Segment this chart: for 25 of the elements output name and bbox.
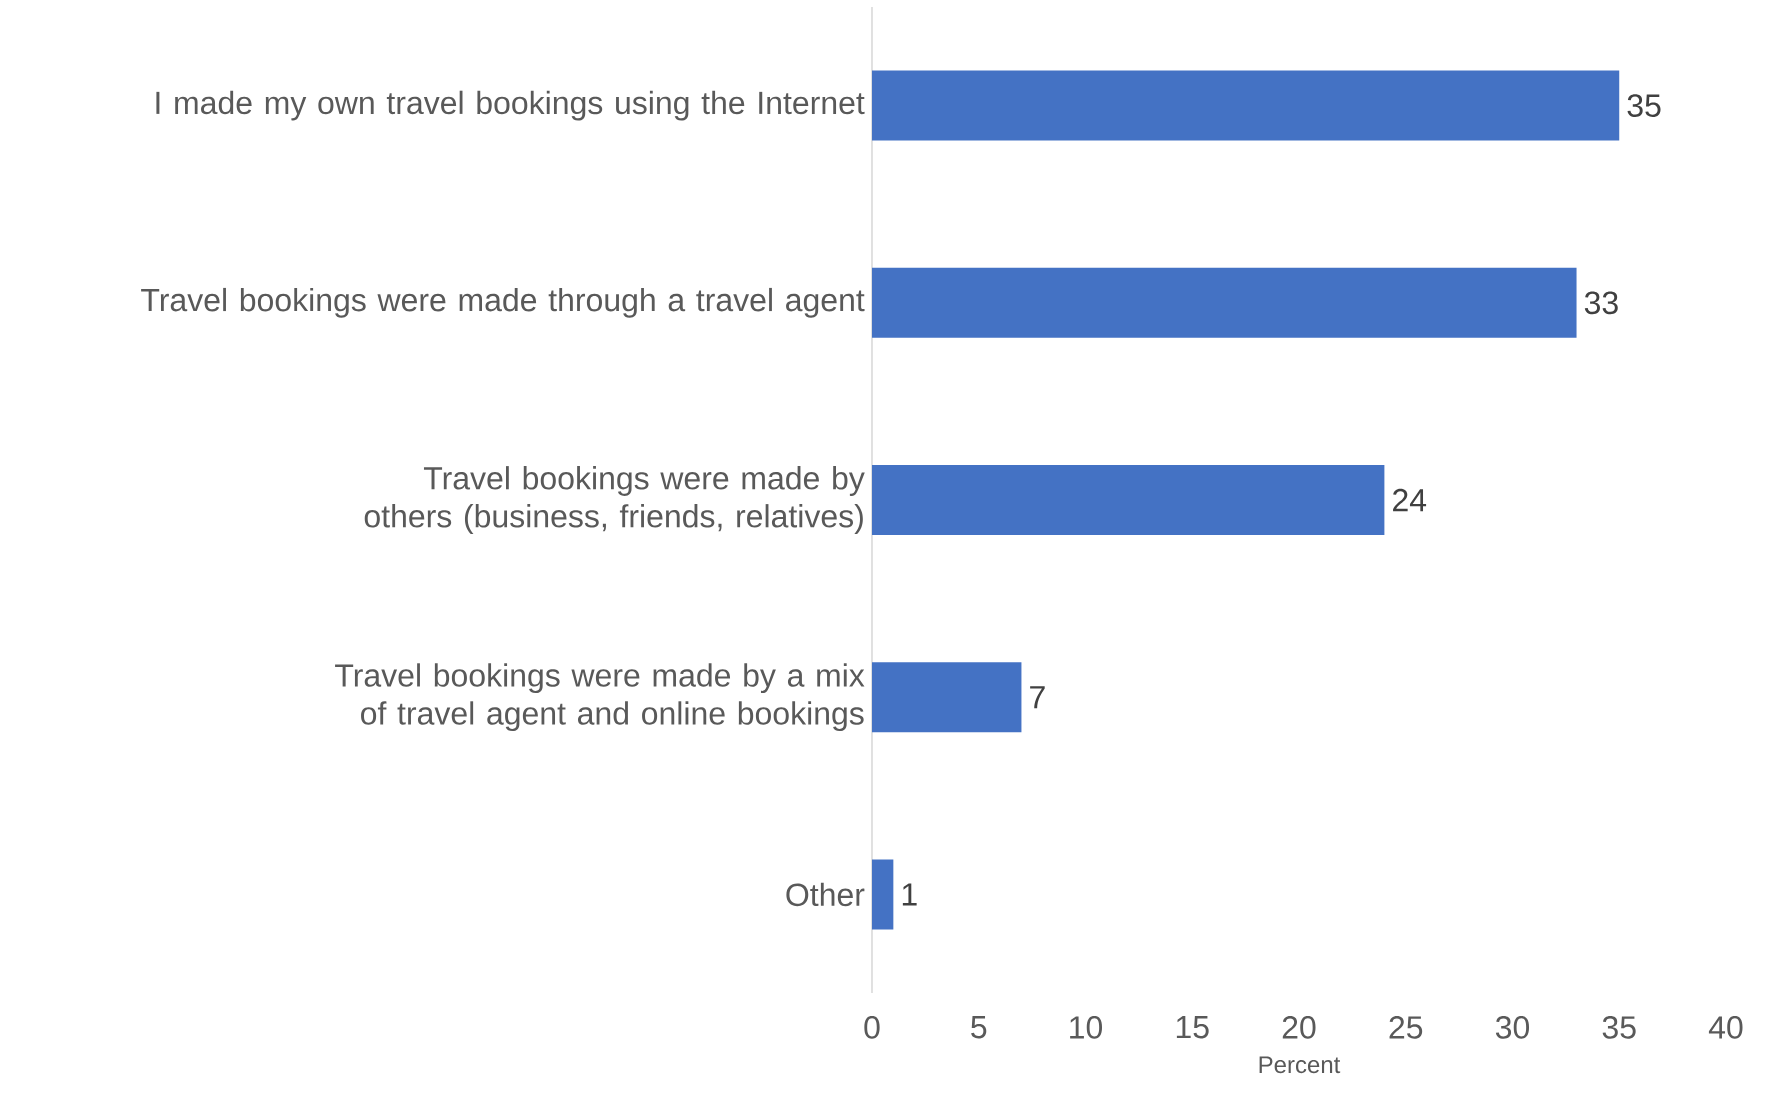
x-tick-label: 10 (1070, 1016, 1103, 1039)
bar (872, 859, 894, 930)
y-tick-label: I made my own travel bookings using the Internet (156, 90, 865, 121)
data-label: 1 (902, 883, 917, 906)
y-tick-label: Travel bookings were made through a travel agent (141, 287, 865, 318)
bar (872, 662, 1022, 733)
x-tick-label: 40 (1708, 1016, 1743, 1039)
y-tick-label: Travel bookings were made by a mix of travel agent and online bookings (335, 663, 865, 732)
data-label: 7 (1030, 686, 1045, 709)
y-tick-label: Travel bookings were made by others (business, friends, relatives) (364, 466, 865, 534)
data-label: 35 (1627, 94, 1661, 117)
x-tick-label: 20 (1282, 1016, 1316, 1039)
y-tick-label: Other (786, 882, 865, 907)
data-label: 24 (1393, 488, 1427, 512)
x-tick-label: 0 (864, 1016, 880, 1039)
bar (872, 465, 1385, 535)
x-tick-label: 5 (971, 1016, 987, 1039)
x-tick-label: 30 (1495, 1016, 1530, 1039)
x-tick-label: 35 (1602, 1016, 1636, 1039)
bar (872, 70, 1620, 141)
x-tick-label: 25 (1389, 1016, 1423, 1039)
x-tick-label: 15 (1176, 1016, 1209, 1039)
data-label: 33 (1584, 291, 1618, 315)
bar (872, 267, 1577, 338)
x-axis-title: Percent (1259, 1056, 1341, 1074)
